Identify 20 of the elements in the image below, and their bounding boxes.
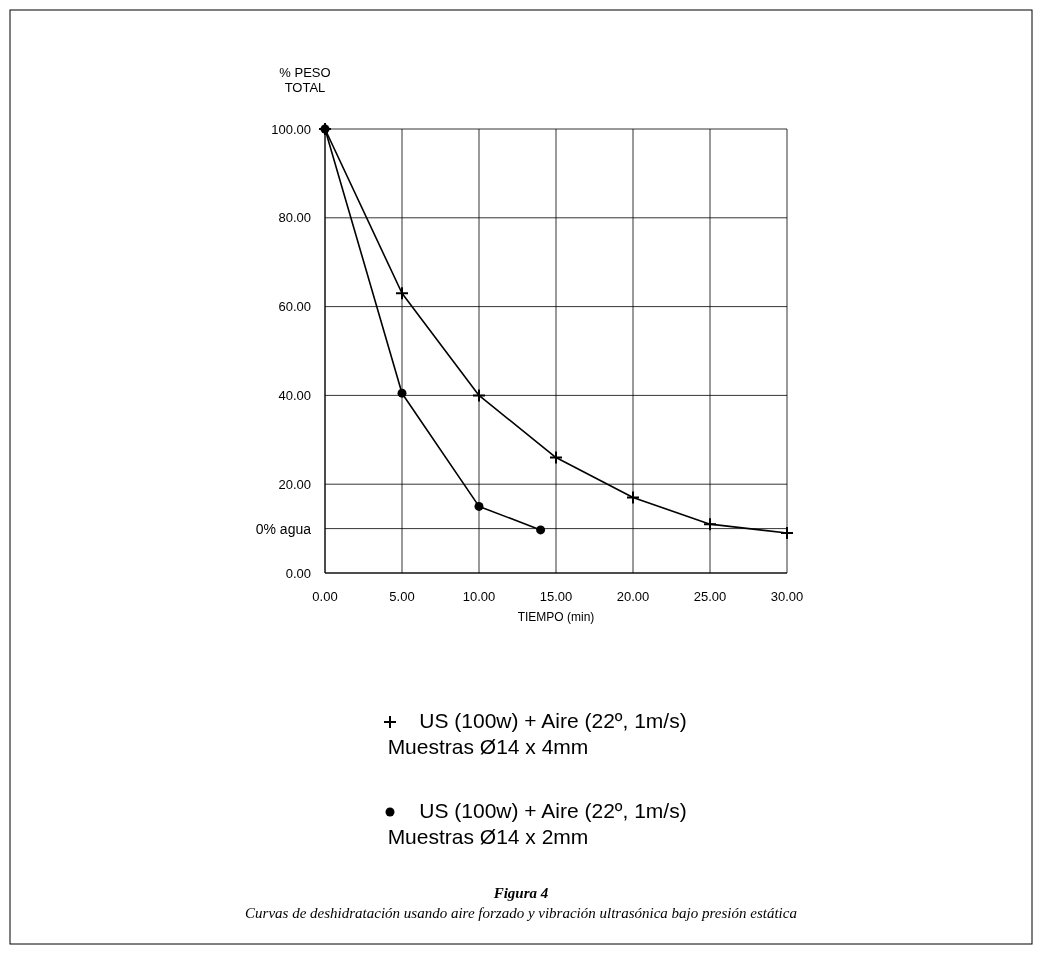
y-tick-label: 0.00 [285, 565, 311, 581]
x-tick-label: 20.00 [616, 589, 650, 604]
text: Figura 4 [492, 885, 549, 901]
text: Curvas de deshidratación usando aire forzado y vibración ultrasónica bajo presión estática [245, 905, 797, 921]
ref-line-label: 0% agua [255, 520, 312, 537]
legend-label: US (100w) + Aire (22º, 1m/s) Muestras Ø14 x 2mm [387, 799, 687, 848]
y-tick-label: 20.00 [278, 476, 311, 492]
y-tick-label: 40.00 [278, 387, 311, 403]
x-tick-label: 25.00 [693, 589, 727, 604]
x-tick-label: 30.00 [770, 589, 804, 604]
x-tick-label: 0.00 [312, 589, 338, 604]
y-tick-label: 80.00 [278, 210, 311, 226]
x-tick-label: 5.00 [389, 589, 415, 604]
y-axis-title: % PESO TOTAL [279, 65, 331, 95]
y-tick-label: 100.00 [271, 121, 311, 137]
x-tick-label: 10.00 [462, 589, 496, 604]
x-axis-title: TIEMPO (min) [517, 610, 595, 624]
y-tick-label: 60.00 [278, 299, 311, 315]
x-tick-label: 15.00 [539, 589, 573, 604]
legend-label: US (100w) + Aire (22º, 1m/s) Muestras Ø14 x 4mm [387, 709, 687, 758]
